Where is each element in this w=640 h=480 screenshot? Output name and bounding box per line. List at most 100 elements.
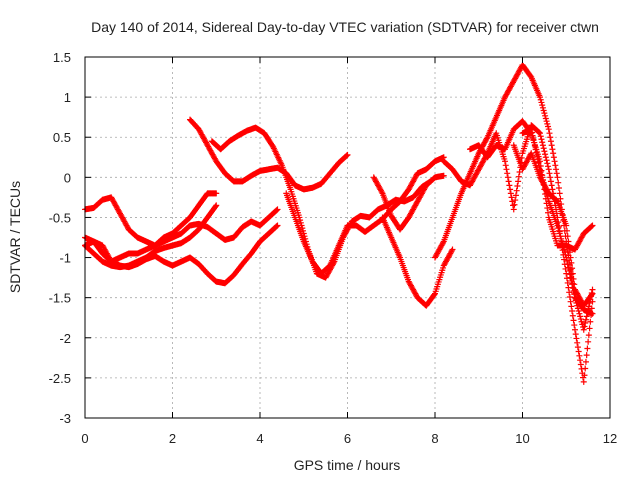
data-point bbox=[212, 203, 219, 210]
data-point bbox=[273, 223, 280, 230]
data-point bbox=[561, 246, 568, 253]
data-point bbox=[507, 186, 514, 193]
data-point bbox=[553, 166, 560, 173]
data-point bbox=[431, 291, 438, 298]
data-point bbox=[343, 152, 350, 159]
data-point bbox=[563, 227, 570, 234]
chart-title: Day 140 of 2014, Sidereal Day-to-day VTE… bbox=[91, 19, 599, 35]
data-point bbox=[538, 99, 545, 106]
data-point bbox=[586, 325, 593, 332]
data-point bbox=[561, 249, 568, 256]
data-point bbox=[514, 183, 521, 190]
x-tick-label: 6 bbox=[344, 431, 351, 446]
data-point bbox=[546, 170, 553, 177]
data-point bbox=[572, 326, 578, 333]
data-point bbox=[544, 205, 551, 212]
data-point bbox=[562, 251, 569, 258]
axis-ticks: 0 2 4 6 8 10 12 -3 -2.5 -2 -1.5 -1 -0.5 0 0.5 1 1.5 bbox=[49, 50, 618, 446]
data-point bbox=[572, 297, 579, 304]
data-point bbox=[566, 243, 573, 250]
data-point bbox=[583, 352, 590, 359]
data-point bbox=[534, 152, 541, 159]
data-point bbox=[585, 332, 592, 339]
data-point bbox=[566, 271, 573, 278]
data-point bbox=[574, 339, 581, 346]
data-point bbox=[571, 322, 578, 329]
data-point bbox=[507, 190, 514, 197]
data-point bbox=[548, 142, 555, 149]
data-point bbox=[511, 201, 518, 208]
data-point bbox=[274, 222, 281, 229]
data-point bbox=[560, 243, 567, 250]
data-point bbox=[585, 338, 592, 345]
data-point bbox=[536, 129, 543, 136]
data-point bbox=[572, 331, 579, 338]
y-tick-label: -0.5 bbox=[49, 210, 71, 225]
data-point bbox=[516, 168, 523, 175]
data-point bbox=[213, 202, 220, 209]
data-point bbox=[531, 142, 538, 149]
x-tick-label: 0 bbox=[81, 431, 88, 446]
data-point bbox=[543, 118, 550, 125]
data-point bbox=[580, 378, 587, 385]
data-point bbox=[542, 115, 549, 122]
data-point bbox=[585, 303, 592, 310]
data-point bbox=[555, 227, 562, 234]
data-point bbox=[213, 190, 220, 197]
series-track-i bbox=[370, 172, 447, 233]
data-point bbox=[545, 126, 552, 133]
data-point bbox=[583, 313, 590, 320]
data-point bbox=[570, 317, 577, 324]
y-tick-label: 1.5 bbox=[53, 50, 71, 65]
y-tick-label: -1.5 bbox=[49, 291, 71, 306]
data-point bbox=[556, 190, 563, 197]
data-point bbox=[544, 160, 551, 167]
series-track-j bbox=[432, 62, 596, 317]
data-point bbox=[512, 192, 519, 199]
data-point bbox=[378, 189, 385, 196]
data-point bbox=[564, 261, 571, 268]
data-point bbox=[558, 235, 565, 242]
data-point bbox=[548, 182, 555, 189]
x-tick-label: 10 bbox=[515, 431, 529, 446]
data-point bbox=[510, 206, 517, 213]
data-point bbox=[566, 249, 573, 256]
data-point bbox=[567, 274, 574, 281]
grid bbox=[85, 57, 610, 418]
data-point bbox=[569, 312, 576, 319]
data-point bbox=[568, 303, 575, 310]
data-point bbox=[483, 135, 490, 142]
data-point bbox=[543, 157, 550, 164]
data-point bbox=[545, 123, 552, 130]
data-point bbox=[538, 136, 545, 143]
data-point bbox=[537, 133, 544, 140]
data-point bbox=[448, 247, 455, 254]
data-point bbox=[575, 348, 582, 355]
data-point bbox=[552, 162, 559, 169]
data-point bbox=[542, 154, 549, 161]
data-point bbox=[582, 365, 589, 372]
x-tick-label: 8 bbox=[431, 431, 438, 446]
data-point bbox=[575, 308, 582, 315]
data-point bbox=[513, 187, 520, 194]
data-point bbox=[557, 233, 564, 240]
data-point bbox=[515, 173, 522, 180]
data-point bbox=[573, 300, 580, 307]
data-point bbox=[530, 136, 537, 143]
data-point bbox=[577, 357, 584, 364]
data-point bbox=[564, 233, 571, 240]
y-tick-label: 1 bbox=[64, 90, 71, 105]
data-markers bbox=[82, 62, 596, 385]
data-point bbox=[549, 186, 556, 193]
data-point bbox=[582, 320, 589, 327]
data-point bbox=[273, 207, 280, 214]
series-track-a bbox=[82, 190, 220, 249]
data-point bbox=[564, 279, 571, 286]
y-tick-label: -2.5 bbox=[49, 371, 71, 386]
data-point bbox=[509, 198, 516, 205]
data-point bbox=[540, 145, 547, 152]
data-point bbox=[573, 335, 580, 342]
data-point bbox=[568, 259, 575, 266]
data-point bbox=[571, 281, 578, 288]
